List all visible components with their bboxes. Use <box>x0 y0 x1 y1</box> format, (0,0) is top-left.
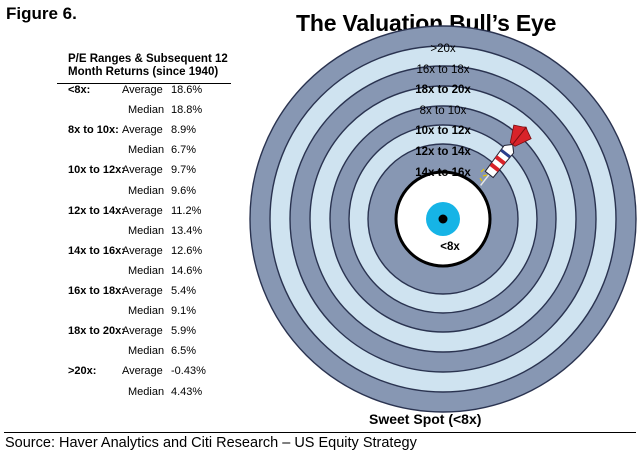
table-average-label: Average <box>122 285 163 297</box>
table-average-value: 5.9% <box>171 325 197 338</box>
table-median-value: 9.1% <box>171 305 197 318</box>
ring-label: 12x to 14x <box>415 146 471 158</box>
table-average-value: 18.6% <box>171 84 203 96</box>
table-range-label: 18x to 20x: <box>68 325 125 338</box>
table-average-label: Average <box>122 84 163 96</box>
table-average-value: 8.9% <box>171 124 197 137</box>
table-median-label: Median <box>128 144 165 157</box>
table-range-label: 14x to 16x: <box>68 244 125 257</box>
table-median-label: Median <box>128 224 165 237</box>
source-divider <box>4 432 636 433</box>
table-average-value: 11.2% <box>171 204 202 217</box>
table-average-label: Average <box>122 164 163 177</box>
figure-label: Figure 6. <box>6 4 77 23</box>
table-range-label: 12x to 14x: <box>68 204 125 217</box>
bullseye-center-dot <box>438 214 448 224</box>
table-median-value: 13.4% <box>171 224 203 237</box>
table-range-label: >20x: <box>68 365 97 378</box>
target-label: <8x <box>440 241 460 253</box>
table-average-value: 12.6% <box>171 244 203 257</box>
table-range-label: 10x to 12x: <box>68 164 125 177</box>
table-median-label: Median <box>128 264 165 277</box>
table-median-value: 9.6% <box>171 184 197 197</box>
table-median-label: Median <box>128 385 165 398</box>
table-average-label: Average <box>122 204 163 217</box>
ring-label: 14x to 16x <box>415 167 471 179</box>
table-average-value: 5.4% <box>171 285 197 297</box>
table-range-label: <8x: <box>68 84 91 96</box>
table-range-label: 8x to 10x: <box>68 124 119 137</box>
table-header-line1: P/E Ranges & Subsequent 12 <box>68 53 228 65</box>
ring-label: 10x to 12x <box>415 125 471 137</box>
table-median-value: 4.43% <box>171 385 203 398</box>
ring-label: 18x to 20x <box>415 84 471 96</box>
table-divider <box>57 83 231 84</box>
table-median-value: 18.8% <box>171 104 203 117</box>
ring-label: 16x to 18x <box>416 64 469 76</box>
table-average-label: Average <box>122 325 163 338</box>
table-median-label: Median <box>128 305 165 318</box>
table-median-label: Median <box>128 345 165 358</box>
table-median-value: 6.5% <box>171 345 197 358</box>
ring-label: >20x <box>430 43 456 55</box>
table-median-label: Median <box>128 104 165 117</box>
table-average-label: Average <box>122 124 163 137</box>
table-average-value: -0.43% <box>171 365 206 378</box>
sweet-spot-caption: Sweet Spot (<8x) <box>369 411 482 427</box>
table-average-label: Average <box>122 365 163 378</box>
impact-spark <box>479 168 488 182</box>
ring-label: 8x to 10x <box>420 105 467 117</box>
table-range-label: 16x to 18x: <box>68 285 125 297</box>
table-median-value: 6.7% <box>171 144 197 157</box>
source-note: Source: Haver Analytics and Citi Researc… <box>5 435 417 451</box>
table-median-label: Median <box>128 184 165 197</box>
table-average-value: 9.7% <box>171 164 197 177</box>
table-average-label: Average <box>122 244 163 257</box>
table-header: P/E Ranges & Subsequent 12 Month Returns… <box>68 53 228 79</box>
table-median-value: 14.6% <box>171 264 203 277</box>
dart-icon <box>480 124 532 186</box>
table-header-line2: Month Returns (since 1940) <box>68 66 219 78</box>
